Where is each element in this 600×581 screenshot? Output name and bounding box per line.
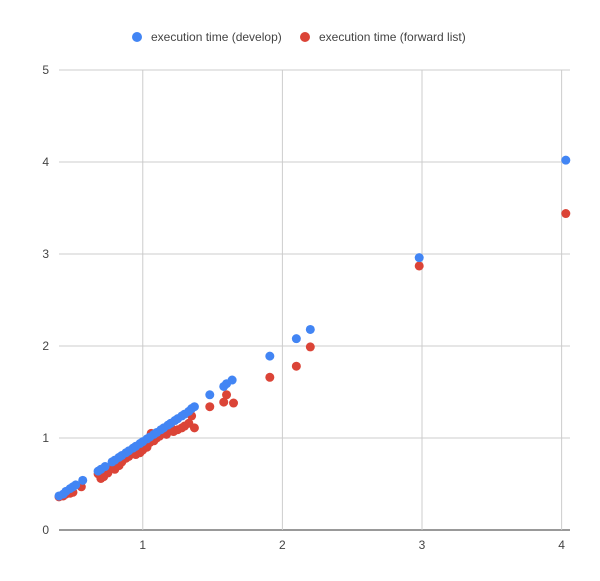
y-tick-label: 0 (42, 523, 49, 537)
data-point-forward-list (265, 372, 275, 382)
legend-label-develop: execution time (develop) (151, 30, 282, 44)
data-point-develop (78, 475, 88, 485)
x-tick-label: 2 (279, 538, 286, 552)
legend-label-forward-list: execution time (forward list) (319, 30, 466, 44)
data-point-forward-list (222, 390, 232, 400)
data-point-forward-list (189, 423, 199, 433)
data-point-develop (100, 462, 110, 472)
data-point-develop (561, 155, 571, 165)
data-point-forward-list (229, 398, 239, 408)
x-tick-label: 1 (139, 538, 146, 552)
data-point-forward-list (291, 361, 301, 371)
data-point-develop (189, 402, 199, 412)
data-point-develop (205, 390, 215, 400)
y-tick-label: 4 (42, 155, 49, 169)
data-point-forward-list (305, 342, 315, 352)
legend-marker-develop (132, 32, 142, 42)
data-point-develop (305, 324, 315, 334)
x-tick-label: 4 (558, 538, 565, 552)
data-point-develop (291, 334, 301, 344)
data-point-develop (71, 480, 81, 490)
data-point-forward-list (205, 402, 215, 412)
legend-item-develop: execution time (develop) (132, 30, 282, 44)
y-tick-label: 5 (42, 63, 49, 77)
series-develop (54, 155, 571, 501)
plot-points (54, 155, 571, 502)
data-point-develop (227, 375, 237, 385)
axis-labels: 0 1 2 3 4 5 1 2 3 4 (42, 63, 565, 552)
y-tick-label: 2 (42, 339, 49, 353)
legend-item-forward-list: execution time (forward list) (300, 30, 466, 44)
gridlines (59, 69, 570, 531)
data-point-develop (414, 253, 424, 263)
legend-marker-forward-list (300, 32, 310, 42)
y-tick-label: 3 (42, 247, 49, 261)
data-point-forward-list (414, 261, 424, 271)
y-tick-label: 1 (42, 431, 49, 445)
data-point-forward-list (561, 209, 571, 219)
series-forward-list (54, 209, 571, 502)
legend: execution time (develop) execution time … (132, 30, 466, 44)
data-point-forward-list (219, 397, 229, 407)
x-tick-label: 3 (419, 538, 426, 552)
data-point-develop (265, 351, 275, 361)
